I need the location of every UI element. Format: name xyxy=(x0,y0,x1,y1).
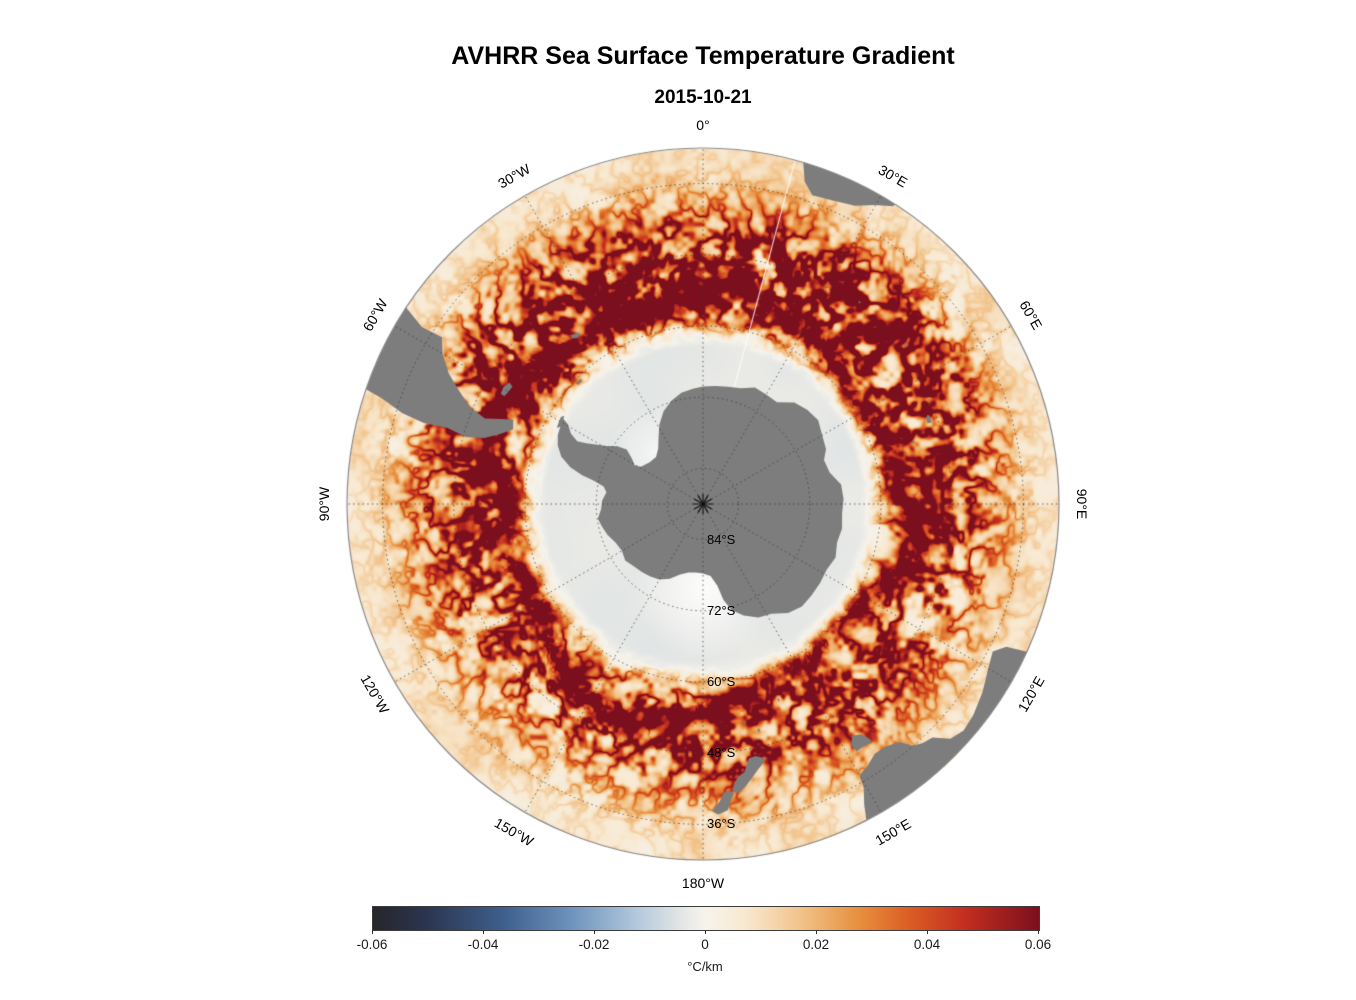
colorbar-tick xyxy=(483,930,484,934)
colorbar-gradient xyxy=(372,906,1040,931)
latitude-label: 48°S xyxy=(707,745,736,761)
colorbar-tick xyxy=(927,930,928,934)
colorbar-tick-label: -0.04 xyxy=(467,937,499,952)
latitude-label: 72°S xyxy=(707,602,736,618)
colorbar-tick-label: 0.06 xyxy=(1024,937,1052,952)
longitude-label: 0° xyxy=(696,117,710,133)
colorbar-tick xyxy=(372,930,373,934)
colorbar-tick xyxy=(816,930,817,934)
figure-date-subtitle: 2015-10-21 xyxy=(654,87,752,108)
latitude-label: 36°S xyxy=(707,816,736,832)
colorbar-tick-label: -0.02 xyxy=(578,937,610,952)
longitude-label: 180°W xyxy=(681,875,725,891)
longitude-label: 90°E xyxy=(1074,488,1090,520)
figure-title: AVHRR Sea Surface Temperature Gradient xyxy=(451,42,955,70)
colorbar-tick-label: -0.06 xyxy=(356,937,388,952)
colorbar-unit-label: °C/km xyxy=(687,959,723,974)
colorbar-tick-label: 0.04 xyxy=(913,937,941,952)
colorbar-tick-label: 0 xyxy=(701,937,709,952)
latitude-label: 84°S xyxy=(707,531,736,547)
longitude-label: 90°W xyxy=(316,486,332,522)
colorbar-tick-label: 0.02 xyxy=(802,937,830,952)
colorbar-tick xyxy=(594,930,595,934)
colorbar-tick xyxy=(1038,930,1039,934)
colorbar-tick xyxy=(705,930,706,934)
latitude-label: 60°S xyxy=(707,674,736,689)
